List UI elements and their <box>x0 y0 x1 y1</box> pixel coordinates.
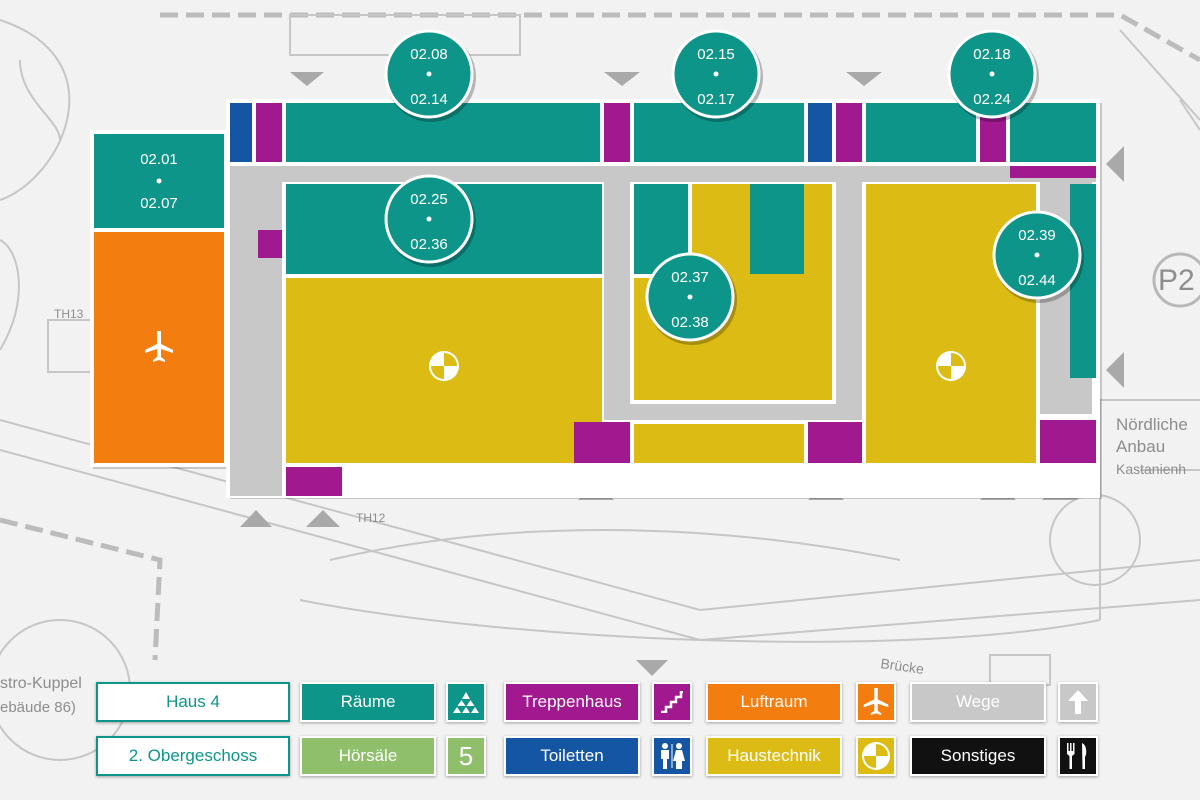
svg-text:02.44: 02.44 <box>1018 272 1056 289</box>
legend-haustechnik[interactable]: Haustechnik <box>706 736 842 776</box>
corridor-mid-2 <box>836 182 862 420</box>
corridor-mid-h <box>604 404 862 420</box>
up-arrow-icon <box>1058 682 1098 722</box>
room-marker-02-15[interactable]: 02.15 02.17 <box>671 29 763 122</box>
svg-text:02.37: 02.37 <box>671 269 709 286</box>
gauge-icon <box>936 351 966 381</box>
stairs-left-small <box>258 230 282 258</box>
svg-text:02.18: 02.18 <box>973 46 1011 63</box>
haustechnik-mid-bottom <box>634 424 804 463</box>
north-label-2: Anbau <box>1116 437 1165 456</box>
room-range-left[interactable]: 02.01 02.07 <box>140 151 178 212</box>
airplane-icon <box>856 682 896 722</box>
legend-treppenhaus[interactable]: Treppenhaus <box>504 682 640 722</box>
stairs-top-2 <box>604 103 630 162</box>
room-marker-02-18[interactable]: 02.18 02.24 <box>947 29 1039 122</box>
p2-circle <box>1152 252 1200 308</box>
svg-text:02.01: 02.01 <box>140 151 178 168</box>
haustechnik-left-bottom <box>286 420 570 463</box>
north-label-3: Kastanienh <box>1116 461 1186 477</box>
room-marker-02-37[interactable]: 02.37 02.38 <box>645 252 737 345</box>
room-right-strip <box>1070 184 1096 378</box>
room-marker-02-39[interactable]: 02.39 02.44 <box>992 210 1084 303</box>
stairs-top-3 <box>836 103 862 162</box>
legend-toiletten[interactable]: Toiletten <box>504 736 640 776</box>
north-label-1: Nördliche <box>1116 415 1188 434</box>
cutlery-icon <box>1058 736 1098 776</box>
corridor-mid <box>604 182 630 420</box>
stairs-bottom-mid2 <box>808 422 862 463</box>
building-button[interactable]: Haus 4 <box>96 682 290 722</box>
legend-hoersaele[interactable]: Hörsäle <box>300 736 436 776</box>
astro-label-2: ebäude 86) <box>0 699 76 716</box>
stairs-right-strip <box>1010 166 1096 178</box>
floor-button[interactable]: 2. Obergeschoss <box>96 736 290 776</box>
legend-raeume[interactable]: Räume <box>300 682 436 722</box>
bruecke-label: Brücke <box>880 655 926 677</box>
toilet-top-1 <box>230 103 252 162</box>
svg-text:02.39: 02.39 <box>1018 227 1056 244</box>
building-haus-4 <box>90 99 1100 498</box>
legend-sonstiges[interactable]: Sonstiges <box>910 736 1046 776</box>
svg-text:02.36: 02.36 <box>410 236 448 253</box>
pyramid-icon <box>446 682 486 722</box>
svg-text:02.17: 02.17 <box>697 91 735 108</box>
p2-label: P2 <box>1158 264 1195 297</box>
gauge-icon <box>429 351 459 381</box>
svg-text:02.14: 02.14 <box>410 91 448 108</box>
astro-label-1: stro-Kuppel <box>0 675 82 692</box>
hoersaele-number-icon: 5 <box>446 736 486 776</box>
room-marker-02-08[interactable]: 02.08 02.14 <box>384 29 476 122</box>
room-mid-2 <box>750 184 804 274</box>
room-top-4 <box>1010 103 1096 162</box>
stairs-bottom-mid1 <box>574 422 630 463</box>
svg-text:02.15: 02.15 <box>697 46 735 63</box>
stairs-bottom-right <box>1040 420 1096 463</box>
corridor-left <box>230 166 282 496</box>
legend-luftraum[interactable]: Luftraum <box>706 682 842 722</box>
stairs-icon <box>652 682 692 722</box>
svg-text:02.24: 02.24 <box>973 91 1011 108</box>
svg-text:02.08: 02.08 <box>410 46 448 63</box>
svg-text:02.38: 02.38 <box>671 314 709 331</box>
toilet-icon <box>652 736 692 776</box>
th12-label: TH12 <box>356 511 386 525</box>
stairs-bottom-left <box>286 467 342 496</box>
legend-wege[interactable]: Wege <box>910 682 1046 722</box>
gauge-icon <box>856 736 896 776</box>
th13-label: TH13 <box>54 307 84 321</box>
site-plan-background <box>0 12 1200 761</box>
room-marker-02-25[interactable]: 02.25 02.36 <box>384 174 476 267</box>
svg-text:02.07: 02.07 <box>140 195 178 212</box>
airplane-icon <box>145 331 173 362</box>
room-top-3 <box>866 103 976 162</box>
svg-text:02.25: 02.25 <box>410 191 448 208</box>
stairs-top-1 <box>256 103 282 162</box>
corridor-top <box>230 166 1096 182</box>
toilet-top-2 <box>808 103 832 162</box>
